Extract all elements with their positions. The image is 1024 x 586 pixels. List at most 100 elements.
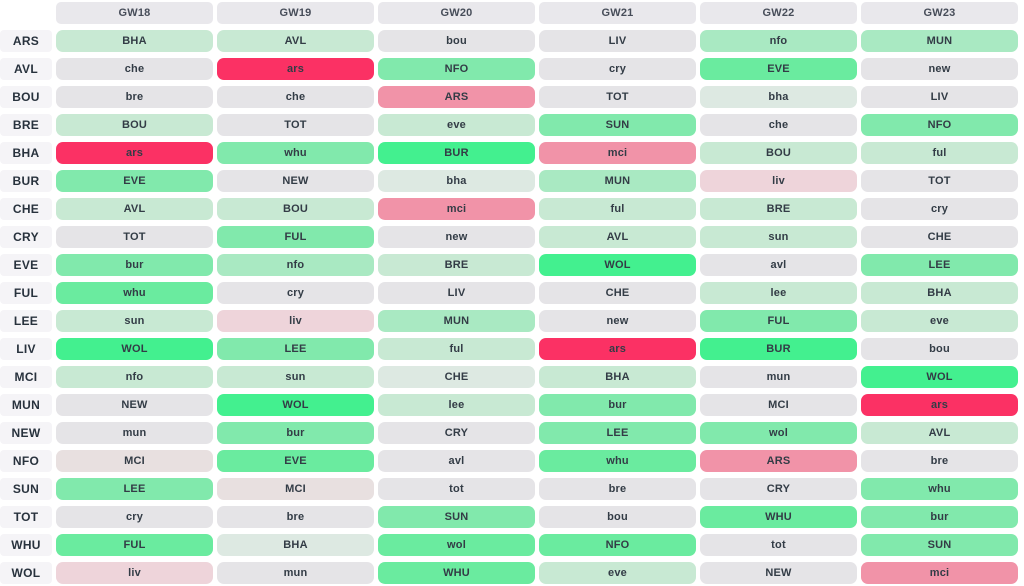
fixture-cell: TOT xyxy=(217,114,374,136)
fixture-cell: ful xyxy=(378,338,535,360)
fixture-cell: LIV xyxy=(378,282,535,304)
fixture-cell: LEE xyxy=(861,254,1018,276)
row-header-team: WOL xyxy=(0,562,52,584)
fixture-cell: cry xyxy=(539,58,696,80)
fixture-cell: WHU xyxy=(700,506,857,528)
fixture-cell: whu xyxy=(217,142,374,164)
row-header-team: FUL xyxy=(0,282,52,304)
fixture-cell: liv xyxy=(217,310,374,332)
fixture-cell: bur xyxy=(861,506,1018,528)
fixture-cell: bre xyxy=(861,450,1018,472)
fixture-cell: EVE xyxy=(217,450,374,472)
fixture-cell: che xyxy=(56,58,213,80)
fixture-cell: tot xyxy=(700,534,857,556)
fixture-cell: MCI xyxy=(56,450,213,472)
column-header-gameweek: GW19 xyxy=(217,2,374,24)
fixture-cell: BHA xyxy=(539,366,696,388)
table-corner-spacer xyxy=(0,2,52,24)
fixture-cell: bur xyxy=(217,422,374,444)
fixture-cell: EVE xyxy=(56,170,213,192)
fixture-cell: bou xyxy=(539,506,696,528)
fixture-cell: TOT xyxy=(861,170,1018,192)
fixture-cell: BHA xyxy=(861,282,1018,304)
fixture-cell: bre xyxy=(56,86,213,108)
fixture-cell: bou xyxy=(378,30,535,52)
row-header-team: WHU xyxy=(0,534,52,556)
fixture-cell: BUR xyxy=(700,338,857,360)
fixture-cell: bou xyxy=(861,338,1018,360)
fixture-cell: bre xyxy=(217,506,374,528)
fixture-cell: bur xyxy=(56,254,213,276)
fixture-cell: WOL xyxy=(217,394,374,416)
fixture-cell: new xyxy=(378,226,535,248)
row-header-team: CHE xyxy=(0,198,52,220)
fixture-cell: CHE xyxy=(378,366,535,388)
fixture-cell: NEW xyxy=(217,170,374,192)
fixture-cell: ARS xyxy=(378,86,535,108)
fixture-cell: bre xyxy=(539,478,696,500)
fixture-cell: avl xyxy=(378,450,535,472)
fixture-cell: tot xyxy=(378,478,535,500)
fixture-cell: NFO xyxy=(378,58,535,80)
row-header-team: MUN xyxy=(0,394,52,416)
fixture-cell: BUR xyxy=(378,142,535,164)
fixture-cell: LIV xyxy=(861,86,1018,108)
row-header-team: AVL xyxy=(0,58,52,80)
fixture-cell: AVL xyxy=(217,30,374,52)
row-header-team: NFO xyxy=(0,450,52,472)
row-header-team: CRY xyxy=(0,226,52,248)
fixture-cell: wol xyxy=(700,422,857,444)
fixture-cell: ful xyxy=(861,142,1018,164)
fixture-cell: bha xyxy=(700,86,857,108)
fixture-cell: WOL xyxy=(861,366,1018,388)
row-header-team: SUN xyxy=(0,478,52,500)
fixture-cell: ars xyxy=(56,142,213,164)
fixture-cell: cry xyxy=(56,506,213,528)
column-header-gameweek: GW21 xyxy=(539,2,696,24)
fixture-cell: mci xyxy=(539,142,696,164)
fixture-cell: AVL xyxy=(56,198,213,220)
row-header-team: ARS xyxy=(0,30,52,52)
fixture-cell: AVL xyxy=(861,422,1018,444)
fixture-cell: LEE xyxy=(539,422,696,444)
fixture-cell: NFO xyxy=(539,534,696,556)
row-header-team: LEE xyxy=(0,310,52,332)
fixture-cell: eve xyxy=(539,562,696,584)
fixture-cell: CHE xyxy=(539,282,696,304)
fixture-cell: ars xyxy=(861,394,1018,416)
fixture-cell: NEW xyxy=(700,562,857,584)
fixture-cell: whu xyxy=(539,450,696,472)
fixture-cell: liv xyxy=(700,170,857,192)
fixture-cell: cry xyxy=(217,282,374,304)
fixture-cell: FUL xyxy=(217,226,374,248)
fixture-cell: BRE xyxy=(700,198,857,220)
fixture-cell: eve xyxy=(861,310,1018,332)
fixture-cell: lee xyxy=(378,394,535,416)
fixture-cell: eve xyxy=(378,114,535,136)
fixture-cell: WOL xyxy=(539,254,696,276)
fixture-cell: mun xyxy=(700,366,857,388)
row-header-team: LIV xyxy=(0,338,52,360)
row-header-team: BRE xyxy=(0,114,52,136)
fixture-cell: mun xyxy=(217,562,374,584)
fixture-cell: CRY xyxy=(378,422,535,444)
fixture-cell: new xyxy=(861,58,1018,80)
fixture-cell: sun xyxy=(700,226,857,248)
fixture-cell: sun xyxy=(217,366,374,388)
fixture-cell: BOU xyxy=(217,198,374,220)
row-header-team: NEW xyxy=(0,422,52,444)
fixture-cell: NEW xyxy=(56,394,213,416)
fixture-cell: BHA xyxy=(56,30,213,52)
row-header-team: MCI xyxy=(0,366,52,388)
fixture-cell: MCI xyxy=(217,478,374,500)
fixture-cell: TOT xyxy=(539,86,696,108)
row-header-team: TOT xyxy=(0,506,52,528)
row-header-team: BHA xyxy=(0,142,52,164)
fixture-cell: che xyxy=(700,114,857,136)
fixture-cell: MUN xyxy=(861,30,1018,52)
fixture-cell: MUN xyxy=(539,170,696,192)
fixture-cell: avl xyxy=(700,254,857,276)
column-header-gameweek: GW23 xyxy=(861,2,1018,24)
fixture-cell: CHE xyxy=(861,226,1018,248)
fixture-cell: NFO xyxy=(861,114,1018,136)
